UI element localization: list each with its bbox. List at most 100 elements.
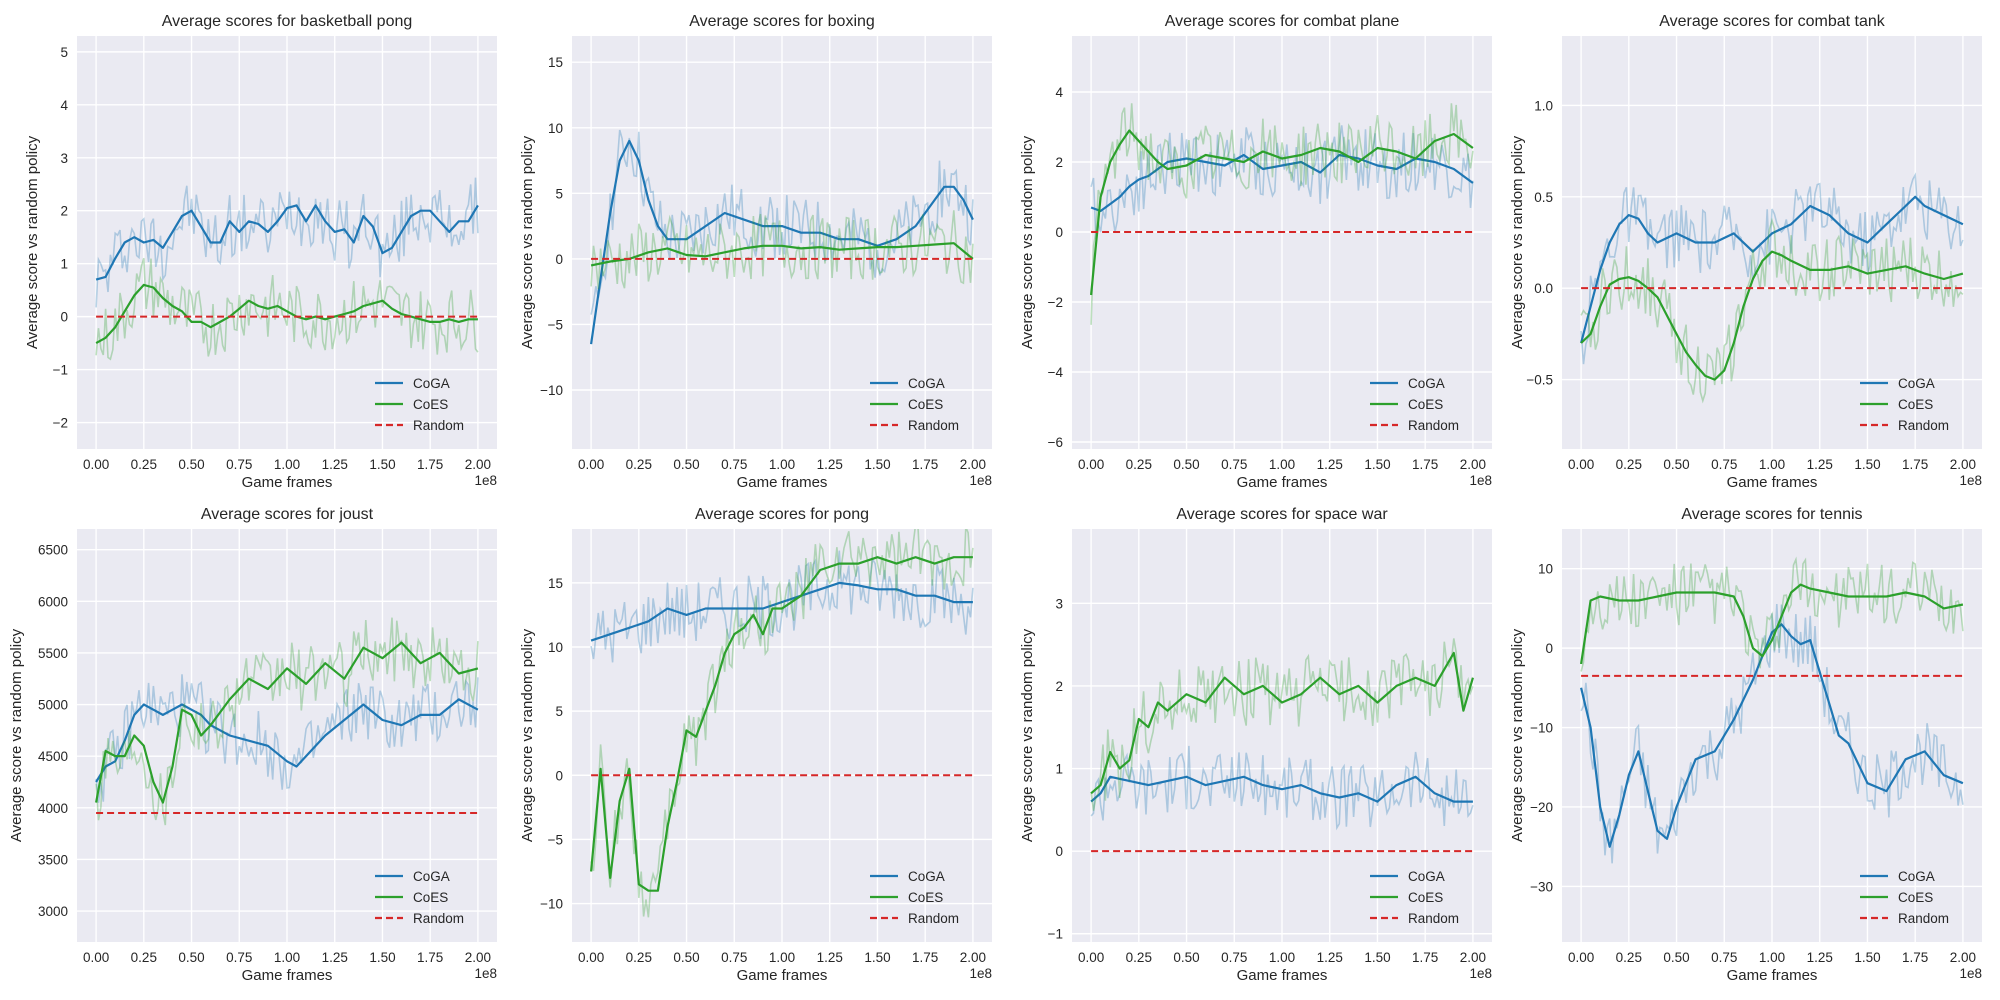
y-tick-label: 6000 [38, 594, 68, 609]
x-tick-label: 1.25 [322, 457, 348, 472]
x-exponent-label: 1e8 [474, 473, 497, 488]
series-raw-coes [1090, 638, 1474, 811]
y-tick-label: −10 [540, 383, 563, 398]
series-line-coga [590, 581, 973, 642]
x-tick-label: 2.00 [1950, 950, 1976, 965]
y-tick-label: 10 [1538, 562, 1553, 577]
x-tick-label: 1.25 [1317, 950, 1343, 965]
x-exponent-label: 1e8 [969, 966, 992, 981]
x-tick-label: 1.75 [417, 950, 443, 965]
x-axis-label: Game frames [242, 474, 333, 491]
series-line-coes [1090, 651, 1474, 795]
legend: CoGA CoES Random [1860, 376, 1949, 433]
x-tick-label: 1.25 [817, 950, 843, 965]
x-tick-label: 1.00 [1269, 457, 1295, 472]
series-line-coga [95, 204, 479, 281]
y-axis-label: Average score vs random policy [519, 628, 536, 842]
y-tick-label: 0 [1055, 225, 1063, 240]
subplot-title: Average scores for tennis [1681, 506, 1862, 523]
x-tick-label: 0.50 [673, 457, 699, 472]
y-tick-label: 3 [1055, 596, 1063, 611]
x-tick-label: 1.25 [1807, 950, 1833, 965]
series-raw-coga [95, 674, 479, 803]
legend-label-random: Random [908, 418, 959, 433]
x-tick-label: 0.00 [578, 457, 604, 472]
y-tick-label: 5000 [38, 698, 68, 713]
x-tick-label: 0.25 [626, 457, 652, 472]
x-exponent-label: 1e8 [1959, 473, 1982, 488]
subplot-title: Average scores for combat tank [1659, 13, 1886, 30]
y-tick-label: −10 [540, 897, 563, 912]
x-tick-label: 0.00 [1078, 457, 1104, 472]
legend-label-random: Random [413, 418, 464, 433]
x-tick-label: 1.00 [1269, 950, 1295, 965]
series-line-coes [590, 556, 973, 892]
y-tick-label: 4 [60, 98, 68, 113]
subplot-4: Average scores for combat tank 0.00 0.25 0.… [1509, 13, 1982, 491]
series-line-coga [1580, 195, 1964, 344]
legend: CoGA CoES Random [1860, 869, 1949, 926]
y-tick-label: −2 [1048, 295, 1063, 310]
y-axis-label: Average score vs random policy [24, 135, 41, 349]
x-tick-label: 0.75 [226, 950, 252, 965]
series-group [1090, 638, 1474, 853]
x-tick-label: 0.75 [1711, 457, 1737, 472]
y-tick-label: −0.5 [1526, 373, 1553, 388]
y-axis-label: Average score vs random policy [1019, 135, 1036, 349]
legend-label-coes: CoES [1408, 397, 1443, 412]
series-raw-coes [95, 257, 479, 361]
subplot-7: Average scores for space war 0.00 0.25 0.50… [1019, 506, 1492, 984]
subplot-5: Average scores for joust 0.00 0.25 0.50 0.75… [8, 506, 497, 984]
x-tick-label: 0.25 [1126, 457, 1152, 472]
series-line-coes [95, 641, 479, 804]
y-tick-label: 0 [1055, 844, 1063, 859]
x-tick-label: 2.00 [1950, 457, 1976, 472]
x-exponent-label: 1e8 [1959, 966, 1982, 981]
y-tick-label: 0 [555, 768, 563, 783]
x-tick-label: 1.25 [817, 457, 843, 472]
y-tick-label: 0 [1545, 641, 1553, 656]
series-raw-coga [1580, 172, 1964, 365]
x-tick-label: 0.25 [131, 950, 157, 965]
x-tick-label: 0.50 [1173, 950, 1199, 965]
legend-label-coes: CoES [1898, 397, 1933, 412]
x-tick-label: 0.75 [721, 950, 747, 965]
x-tick-label: 1.50 [1364, 950, 1390, 965]
x-axis-label: Game frames [737, 967, 828, 984]
series-raw-coes [1580, 217, 1964, 404]
series-raw-coga [1580, 603, 1964, 864]
x-axis-label: Game frames [1237, 474, 1328, 491]
y-tick-label: −30 [1530, 879, 1553, 894]
x-tick-label: 1.75 [912, 950, 938, 965]
legend-label-random: Random [1898, 911, 1949, 926]
y-tick-label: −5 [548, 832, 563, 847]
subplot-title: Average scores for basketball pong [162, 13, 413, 30]
x-tick-label: 1.75 [1902, 950, 1928, 965]
y-tick-label: −4 [1048, 365, 1064, 380]
series-group [95, 617, 479, 826]
y-tick-label: 15 [548, 576, 563, 591]
x-tick-label: 1.50 [864, 457, 890, 472]
x-tick-label: 2.00 [960, 950, 986, 965]
series-group [590, 529, 974, 918]
x-tick-label: 0.50 [1663, 457, 1689, 472]
subplot-3: Average scores for combat plane 0.00 0.25 0… [1019, 13, 1492, 491]
x-tick-label: 0.00 [578, 950, 604, 965]
x-tick-label: 1.25 [1317, 457, 1343, 472]
x-tick-label: 0.00 [1568, 950, 1594, 965]
x-tick-label: 0.00 [1078, 950, 1104, 965]
x-axis-label: Game frames [737, 474, 828, 491]
legend-label-random: Random [908, 911, 959, 926]
series-raw-coes [590, 529, 974, 918]
series-raw-coga [95, 177, 479, 308]
x-tick-label: 0.75 [721, 457, 747, 472]
x-tick-label: 1.75 [1412, 950, 1438, 965]
x-tick-label: 0.00 [83, 950, 109, 965]
y-tick-label: 10 [548, 121, 563, 136]
y-tick-label: 15 [548, 55, 563, 70]
x-tick-label: 2.00 [465, 457, 491, 472]
legend-label-coes: CoES [908, 397, 943, 412]
series-raw-coes [1580, 556, 1964, 672]
legend-label-coga: CoGA [908, 376, 945, 391]
series-raw-coes [95, 617, 479, 826]
